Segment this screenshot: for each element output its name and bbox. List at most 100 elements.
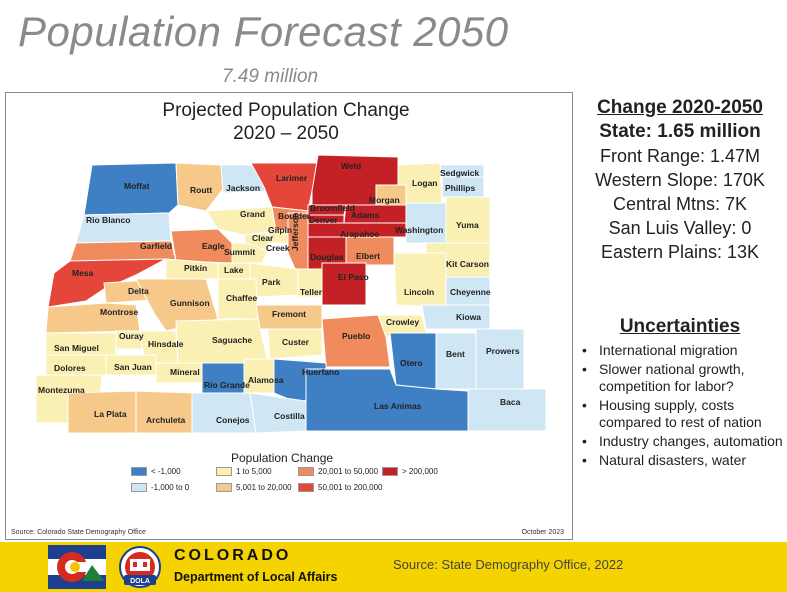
colorado-county-map: Moffat Routt Jackson Larimer Weld Logan … (35, 154, 547, 434)
county-custer[interactable] (267, 328, 323, 360)
map-label-bent: Bent (446, 349, 465, 359)
map-label-adams: Adams (351, 210, 380, 220)
map-label-jackson: Jackson (226, 183, 260, 193)
map-label-boulder: Boulder (278, 211, 311, 221)
legend-item-20001-50000: 20,001 to 50,000 (298, 467, 378, 477)
map-label-prowers: Prowers (486, 346, 520, 356)
map-label-creek: Creek (266, 243, 290, 253)
map-date: October 2023 (521, 529, 564, 536)
map-label-huerfano: Huerfano (302, 367, 339, 377)
legend-swatch (131, 483, 147, 493)
uncertainty-item: Slower national growth, competition for … (580, 361, 785, 395)
map-label-weld: Weld (341, 161, 361, 171)
map-label-las-animas: Las Animas (374, 401, 422, 411)
county-summit[interactable] (231, 242, 269, 264)
map-label-costilla: Costilla (274, 411, 305, 421)
map-title-line1: Projected Population Change (162, 100, 410, 121)
map-label-archuleta: Archuleta (146, 415, 185, 425)
county-conejos[interactable] (191, 392, 257, 434)
map-label-logan: Logan (412, 178, 438, 188)
county-washington[interactable] (405, 202, 447, 244)
map-label-hinsdale: Hinsdale (148, 339, 184, 349)
uncertainty-item: Housing supply, costs compared to rest o… (580, 397, 785, 431)
map-label-gilpin: Gilpin (268, 225, 292, 235)
county-prowers[interactable] (475, 328, 525, 390)
county-arapahoe[interactable] (307, 222, 407, 238)
region-eastern-plains: Eastern Plains: 13K (600, 242, 760, 262)
uncertainties-heading: Uncertainties (619, 316, 741, 337)
map-label-larimer: Larimer (276, 173, 308, 183)
legend-swatch (216, 467, 232, 477)
map-label-yuma: Yuma (456, 220, 479, 230)
page-subtitle: 7.49 million (222, 66, 319, 87)
map-label-lincoln: Lincoln (404, 287, 434, 297)
county-lincoln[interactable] (393, 252, 447, 308)
county-grand[interactable] (205, 206, 277, 236)
dola-logo: DOLA (119, 546, 161, 588)
map-label-fremont: Fremont (272, 309, 306, 319)
uncertainty-item: Natural disasters, water (580, 452, 785, 469)
map-label-arapahoe: Arapahoe (340, 229, 379, 239)
map-label-clear: Clear (252, 233, 274, 243)
colorado-wordmark: COLORADO (174, 547, 292, 564)
page-title: Population Forecast 2050 (18, 8, 509, 55)
map-label-grand: Grand (240, 209, 265, 219)
map-label-phillips: Phillips (445, 183, 476, 193)
region-western-slope: Western Slope: 170K (595, 170, 765, 190)
map-label-delta: Delta (128, 286, 149, 296)
map-label-ouray: Ouray (119, 331, 144, 341)
dola-badge-text: DOLA (130, 578, 150, 585)
region-central-mtns: Central Mtns: 7K (612, 194, 748, 214)
county-el-paso[interactable] (321, 262, 367, 306)
map-label-saguache: Saguache (212, 335, 252, 345)
legend-swatch (298, 483, 314, 493)
map-label-montezuma: Montezuma (38, 385, 85, 395)
map-label-la-plata: La Plata (94, 409, 127, 419)
region-front-range: Front Range: 1.47M (599, 146, 761, 166)
map-label-morgan: Morgan (369, 195, 400, 205)
county-moffat[interactable] (83, 162, 179, 216)
county-baca[interactable] (467, 388, 547, 432)
uncertainties-list: International migration Slower national … (580, 342, 785, 471)
legend-swatch (382, 467, 398, 477)
legend-swatch (131, 467, 147, 477)
legend-swatch (298, 467, 314, 477)
department-name: Department of Local Affairs (174, 570, 338, 584)
legend-item-lt-neg1000: < -1,000 (131, 467, 181, 477)
map-label-el-paso: El Paso (338, 272, 369, 282)
county-las-animas[interactable] (305, 368, 469, 432)
map-label-washington: Washington (395, 225, 443, 235)
map-label-kiowa: Kiowa (456, 312, 481, 322)
map-label-custer: Custer (282, 337, 310, 347)
map-title: Projected Population Change 2020 – 2050 (6, 99, 566, 145)
footer-bar: DOLA COLORADO Department of Local Affair… (0, 542, 787, 592)
county-montrose[interactable] (45, 302, 141, 334)
legend-item-50001-200000: 50,001 to 200,000 (298, 483, 383, 493)
uncertainty-item: Industry changes, automation (580, 433, 785, 450)
map-label-denver: Denver (309, 215, 339, 225)
legend-item-neg1000-0: -1,000 to 0 (131, 483, 189, 493)
state-change: State: 1.65 million (599, 121, 761, 142)
map-source: Source: Colorado State Demography Office (11, 529, 146, 536)
county-park[interactable] (249, 262, 299, 298)
map-label-lake: Lake (224, 265, 244, 275)
map-label-pueblo: Pueblo (342, 331, 370, 341)
map-label-sedgwick: Sedgwick (440, 168, 479, 178)
map-label-summit: Summit (224, 247, 255, 257)
county-pueblo[interactable] (321, 314, 391, 368)
map-label-gunnison: Gunnison (170, 298, 210, 308)
map-label-conejos: Conejos (216, 415, 250, 425)
county-archuleta[interactable] (135, 390, 193, 434)
legend-title: Population Change (231, 451, 334, 465)
legend-item-5001-20000: 5,001 to 20,000 (216, 483, 292, 493)
map-label-dolores: Dolores (54, 363, 86, 373)
legend-item-gt-200000: > 200,000 (382, 467, 438, 477)
county-bent[interactable] (435, 332, 477, 390)
map-label-baca: Baca (500, 397, 521, 407)
region-san-luis-valley: San Luis Valley: 0 (608, 218, 752, 238)
county-routt[interactable] (175, 162, 224, 212)
map-label-pitkin: Pitkin (184, 263, 207, 273)
map-label-teller: Teller (300, 287, 323, 297)
legend-item-1-5000: 1 to 5,000 (216, 467, 272, 477)
colorado-logo (48, 545, 106, 589)
